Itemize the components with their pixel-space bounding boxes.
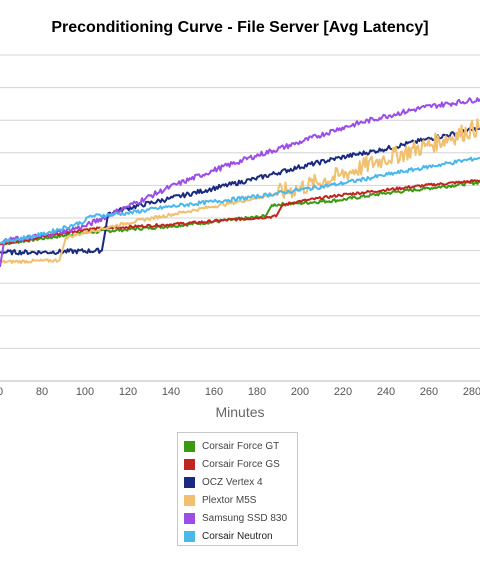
x-tick-label: 120	[119, 386, 137, 398]
legend-swatch	[184, 494, 195, 506]
legend-label: Plextor M5S	[202, 494, 257, 506]
legend-item: Corsair Force GT	[184, 437, 297, 455]
series-line-corsair-force-gt	[0, 180, 480, 246]
x-tick-label: 200	[291, 386, 309, 398]
legend-item: Samsung SSD 830	[184, 509, 297, 527]
x-tick-label: 80	[36, 386, 48, 398]
x-tick-label: 100	[76, 386, 94, 398]
x-tick-label: 260	[420, 386, 438, 398]
legend-label: Corsair Neutron	[202, 530, 273, 542]
legend-label: Corsair Force GT	[202, 440, 280, 452]
legend-label: OCZ Vertex 4	[202, 476, 263, 488]
series-line-corsair-force-gs	[0, 179, 480, 246]
series-line-samsung-ssd-830	[0, 97, 480, 268]
x-tick-label: 280	[463, 386, 480, 398]
legend-swatch	[184, 512, 195, 524]
legend-item: OCZ Vertex 4	[184, 473, 297, 491]
legend-label: Corsair Force GS	[202, 458, 280, 470]
x-tick-label: 220	[334, 386, 352, 398]
legend-item: Plextor M5S	[184, 491, 297, 509]
legend-item: Corsair Neutron	[184, 527, 297, 545]
legend-swatch	[184, 458, 195, 470]
series-line-corsair-neutron	[0, 156, 480, 245]
legend-swatch	[184, 476, 195, 488]
x-tick-label: 240	[377, 386, 395, 398]
legend-item: Corsair Force GS	[184, 455, 297, 473]
x-tick-label: 140	[162, 386, 180, 398]
legend-label: Samsung SSD 830	[202, 512, 288, 524]
legend-swatch	[184, 440, 195, 452]
x-tick-label: 0	[0, 386, 3, 398]
legend-swatch	[184, 530, 195, 542]
legend: Corsair Force GT Corsair Force GS OCZ Vert…	[177, 432, 298, 546]
x-tick-label: 160	[205, 386, 223, 398]
chart-title: Preconditioning Curve - File Server [Avg…	[51, 19, 429, 36]
series-line-ocz-vertex-4	[0, 126, 480, 256]
x-tick-label: 180	[248, 386, 266, 398]
x-axis-label: Minutes	[215, 404, 265, 420]
